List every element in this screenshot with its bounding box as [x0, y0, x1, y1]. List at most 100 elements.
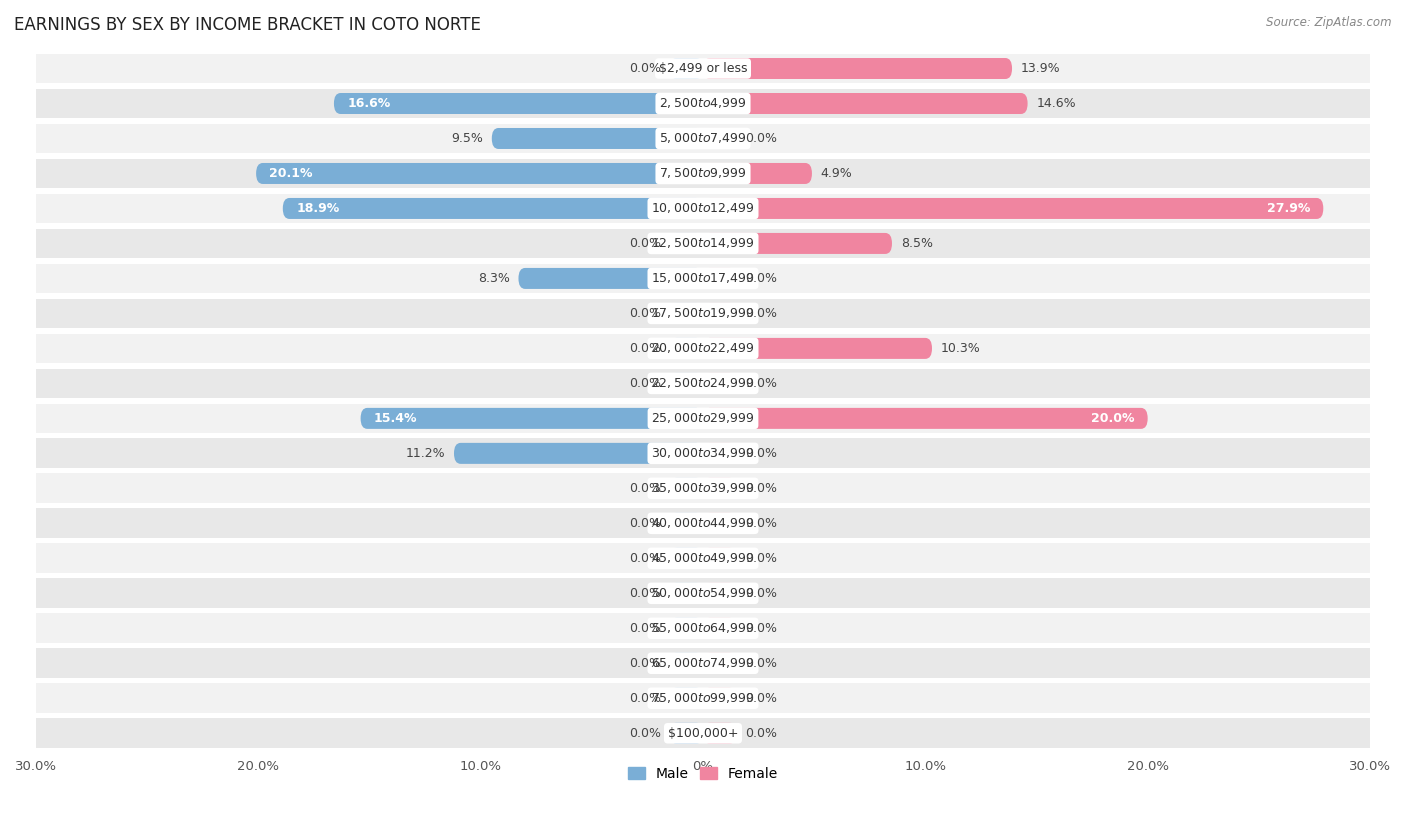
Text: 0.0%: 0.0%: [628, 517, 661, 530]
Text: $30,000 to $34,999: $30,000 to $34,999: [651, 446, 755, 460]
FancyBboxPatch shape: [703, 583, 737, 604]
Bar: [37, 719, 1369, 748]
Text: $10,000 to $12,499: $10,000 to $12,499: [651, 202, 755, 215]
Text: 0.0%: 0.0%: [628, 307, 661, 320]
FancyBboxPatch shape: [703, 653, 737, 674]
Text: $75,000 to $99,999: $75,000 to $99,999: [651, 691, 755, 705]
FancyBboxPatch shape: [703, 688, 737, 709]
FancyBboxPatch shape: [335, 93, 703, 114]
Text: 0.0%: 0.0%: [745, 482, 778, 495]
Text: $100,000+: $100,000+: [668, 727, 738, 740]
Text: 9.5%: 9.5%: [451, 132, 482, 145]
Bar: [37, 228, 1369, 259]
Text: 16.6%: 16.6%: [347, 97, 391, 110]
Bar: [37, 473, 1369, 503]
Text: 0.0%: 0.0%: [745, 727, 778, 740]
Text: 0.0%: 0.0%: [628, 342, 661, 355]
Text: 20.1%: 20.1%: [270, 167, 314, 180]
Bar: [37, 368, 1369, 398]
Bar: [37, 543, 1369, 573]
Bar: [37, 124, 1369, 154]
FancyBboxPatch shape: [703, 128, 737, 149]
Text: 18.9%: 18.9%: [297, 202, 339, 215]
FancyBboxPatch shape: [703, 408, 1147, 429]
Text: 0.0%: 0.0%: [628, 482, 661, 495]
Text: 0.0%: 0.0%: [745, 657, 778, 670]
FancyBboxPatch shape: [703, 548, 737, 569]
Text: 8.5%: 8.5%: [901, 237, 932, 250]
Text: 0.0%: 0.0%: [745, 132, 778, 145]
Text: Source: ZipAtlas.com: Source: ZipAtlas.com: [1267, 16, 1392, 29]
Text: $5,000 to $7,499: $5,000 to $7,499: [659, 132, 747, 146]
Bar: [37, 193, 1369, 224]
Bar: [37, 649, 1369, 678]
Text: $2,499 or less: $2,499 or less: [659, 62, 747, 75]
Text: 0.0%: 0.0%: [745, 447, 778, 460]
Text: $55,000 to $64,999: $55,000 to $64,999: [651, 621, 755, 635]
Text: 4.9%: 4.9%: [821, 167, 852, 180]
FancyBboxPatch shape: [703, 478, 737, 499]
Text: 14.6%: 14.6%: [1036, 97, 1076, 110]
Bar: [37, 578, 1369, 608]
Text: $35,000 to $39,999: $35,000 to $39,999: [651, 481, 755, 495]
Text: 0.0%: 0.0%: [745, 692, 778, 705]
Text: 27.9%: 27.9%: [1267, 202, 1310, 215]
FancyBboxPatch shape: [703, 93, 1028, 114]
Text: 0.0%: 0.0%: [745, 307, 778, 320]
Text: 0.0%: 0.0%: [745, 587, 778, 600]
FancyBboxPatch shape: [703, 513, 737, 534]
Text: 13.9%: 13.9%: [1021, 62, 1060, 75]
FancyBboxPatch shape: [703, 443, 737, 464]
FancyBboxPatch shape: [669, 303, 703, 324]
Legend: Male, Female: Male, Female: [623, 761, 783, 786]
FancyBboxPatch shape: [283, 198, 703, 219]
Text: 8.3%: 8.3%: [478, 272, 509, 285]
FancyBboxPatch shape: [703, 268, 737, 289]
FancyBboxPatch shape: [703, 723, 737, 744]
FancyBboxPatch shape: [669, 478, 703, 499]
Text: 0.0%: 0.0%: [628, 622, 661, 635]
FancyBboxPatch shape: [669, 688, 703, 709]
Bar: [37, 438, 1369, 468]
FancyBboxPatch shape: [669, 653, 703, 674]
FancyBboxPatch shape: [703, 338, 932, 359]
Text: $12,500 to $14,999: $12,500 to $14,999: [651, 237, 755, 250]
FancyBboxPatch shape: [669, 513, 703, 534]
FancyBboxPatch shape: [492, 128, 703, 149]
Text: 0.0%: 0.0%: [745, 622, 778, 635]
Text: $22,500 to $24,999: $22,500 to $24,999: [651, 376, 755, 390]
Text: $7,500 to $9,999: $7,500 to $9,999: [659, 167, 747, 180]
FancyBboxPatch shape: [256, 163, 703, 184]
Bar: [37, 159, 1369, 189]
FancyBboxPatch shape: [669, 233, 703, 254]
Text: 0.0%: 0.0%: [628, 552, 661, 565]
Text: 0.0%: 0.0%: [628, 377, 661, 390]
Text: 20.0%: 20.0%: [1091, 412, 1135, 425]
FancyBboxPatch shape: [703, 58, 1012, 79]
Text: 0.0%: 0.0%: [745, 552, 778, 565]
FancyBboxPatch shape: [669, 618, 703, 639]
Text: 0.0%: 0.0%: [628, 587, 661, 600]
Text: $17,500 to $19,999: $17,500 to $19,999: [651, 307, 755, 320]
Text: 0.0%: 0.0%: [628, 692, 661, 705]
Text: 0.0%: 0.0%: [628, 657, 661, 670]
Text: $25,000 to $29,999: $25,000 to $29,999: [651, 411, 755, 425]
Bar: [37, 684, 1369, 713]
FancyBboxPatch shape: [669, 723, 703, 744]
Text: 0.0%: 0.0%: [628, 727, 661, 740]
Bar: [37, 54, 1369, 84]
Text: 0.0%: 0.0%: [745, 517, 778, 530]
Bar: [37, 89, 1369, 119]
Text: 15.4%: 15.4%: [374, 412, 418, 425]
FancyBboxPatch shape: [703, 618, 737, 639]
FancyBboxPatch shape: [703, 303, 737, 324]
FancyBboxPatch shape: [703, 198, 1323, 219]
FancyBboxPatch shape: [703, 163, 811, 184]
FancyBboxPatch shape: [360, 408, 703, 429]
Bar: [37, 403, 1369, 433]
Text: EARNINGS BY SEX BY INCOME BRACKET IN COTO NORTE: EARNINGS BY SEX BY INCOME BRACKET IN COT…: [14, 16, 481, 34]
Text: $45,000 to $49,999: $45,000 to $49,999: [651, 551, 755, 565]
Text: 0.0%: 0.0%: [745, 377, 778, 390]
FancyBboxPatch shape: [669, 373, 703, 393]
FancyBboxPatch shape: [519, 268, 703, 289]
